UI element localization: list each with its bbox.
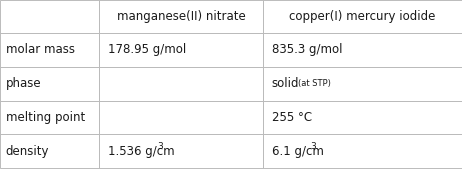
Text: (at STP): (at STP): [298, 79, 331, 88]
Text: 178.95 g/mol: 178.95 g/mol: [108, 43, 186, 56]
Bar: [0, 101, 99, 134]
Text: 6.1 g/cm: 6.1 g/cm: [272, 145, 323, 158]
Text: 3: 3: [310, 142, 316, 151]
Bar: [263, 67, 462, 101]
Text: 3: 3: [158, 142, 163, 151]
Text: copper(I) mercury iodide: copper(I) mercury iodide: [290, 10, 436, 23]
Bar: [99, 67, 263, 101]
Text: 1.536 g/cm: 1.536 g/cm: [108, 145, 174, 158]
Bar: [99, 33, 263, 67]
Bar: [99, 0, 263, 33]
Bar: [0, 33, 99, 67]
Text: melting point: melting point: [6, 111, 85, 124]
Bar: [0, 134, 99, 168]
Bar: [0, 0, 99, 33]
Bar: [99, 134, 263, 168]
Text: phase: phase: [6, 77, 41, 90]
Text: solid: solid: [272, 77, 299, 90]
Bar: [263, 33, 462, 67]
Text: 835.3 g/mol: 835.3 g/mol: [272, 43, 342, 56]
Bar: [0, 67, 99, 101]
Text: molar mass: molar mass: [6, 43, 74, 56]
Bar: [99, 101, 263, 134]
Text: 255 °C: 255 °C: [272, 111, 312, 124]
Bar: [263, 101, 462, 134]
Text: manganese(II) nitrate: manganese(II) nitrate: [117, 10, 246, 23]
Bar: [263, 134, 462, 168]
Text: density: density: [6, 145, 49, 158]
Bar: [263, 0, 462, 33]
